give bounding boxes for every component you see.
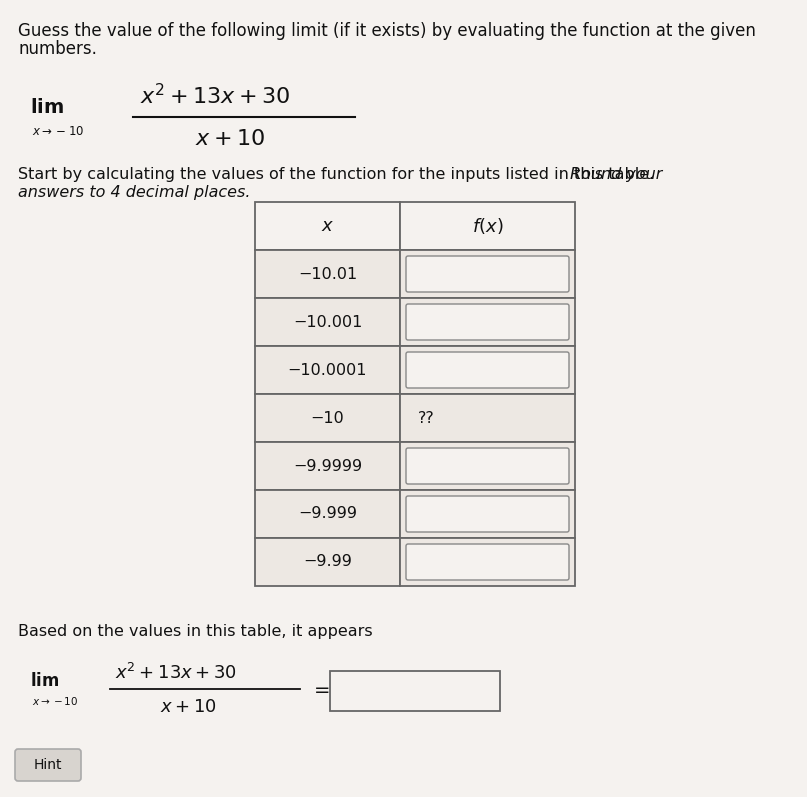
Bar (400, 442, 575, 490)
Bar (255, 346, 400, 394)
Text: −10.001: −10.001 (293, 315, 362, 329)
FancyBboxPatch shape (406, 304, 569, 340)
Bar (330, 671, 500, 711)
Text: $f(x)$: $f(x)$ (472, 216, 504, 236)
Text: $x^2 + 13x + 30$: $x^2 + 13x + 30$ (115, 663, 236, 683)
Text: $x + 10$: $x + 10$ (160, 698, 217, 716)
Text: ??: ?? (418, 410, 435, 426)
FancyBboxPatch shape (406, 352, 569, 388)
FancyBboxPatch shape (406, 544, 569, 580)
Bar (400, 394, 575, 442)
Bar (400, 298, 575, 346)
Bar (255, 490, 400, 538)
Text: $\mathbf{lim}$: $\mathbf{lim}$ (30, 672, 60, 690)
Text: −10.0001: −10.0001 (288, 363, 367, 378)
Bar (255, 394, 400, 442)
Text: Based on the values in this table, it appears: Based on the values in this table, it ap… (18, 624, 373, 639)
Bar (255, 538, 400, 586)
Text: $x^2 + 13x + 30$: $x^2 + 13x + 30$ (140, 84, 291, 110)
Text: $x + 10$: $x + 10$ (195, 128, 265, 150)
FancyBboxPatch shape (406, 256, 569, 292)
Bar (255, 250, 400, 298)
Bar (400, 538, 575, 586)
FancyBboxPatch shape (15, 749, 81, 781)
Text: −9.999: −9.999 (298, 507, 357, 521)
Text: $x$: $x$ (321, 217, 334, 235)
Bar (255, 202, 400, 250)
Text: $x\rightarrow -10$: $x\rightarrow -10$ (32, 695, 78, 707)
Bar (400, 250, 575, 298)
FancyBboxPatch shape (406, 448, 569, 484)
Bar (400, 202, 575, 250)
Bar (400, 490, 575, 538)
FancyBboxPatch shape (406, 496, 569, 532)
Text: −9.99: −9.99 (303, 555, 352, 570)
Text: −10: −10 (311, 410, 345, 426)
Text: Guess the value of the following limit (if it exists) by evaluating the function: Guess the value of the following limit (… (18, 22, 756, 40)
Text: −9.9999: −9.9999 (293, 458, 362, 473)
Text: $=$: $=$ (310, 680, 330, 698)
Text: $x\rightarrow -10$: $x\rightarrow -10$ (32, 124, 84, 138)
Bar (400, 346, 575, 394)
Text: Start by calculating the values of the function for the inputs listed in this ta: Start by calculating the values of the f… (18, 167, 659, 182)
Text: answers to 4 decimal places.: answers to 4 decimal places. (18, 185, 250, 200)
Bar (255, 298, 400, 346)
Text: Round your: Round your (570, 167, 663, 182)
Text: −10.01: −10.01 (298, 266, 358, 281)
Bar (255, 442, 400, 490)
Text: numbers.: numbers. (18, 40, 97, 58)
Text: Hint: Hint (34, 758, 62, 772)
Text: $\mathbf{lim}$: $\mathbf{lim}$ (30, 97, 64, 116)
